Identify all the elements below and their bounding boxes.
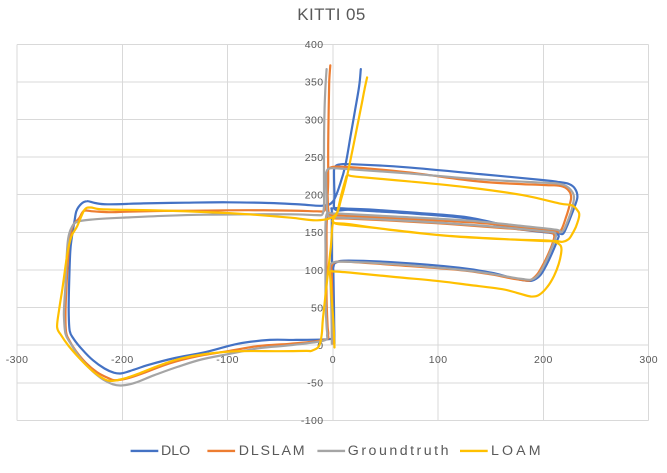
svg-text:300: 300 (305, 114, 324, 126)
svg-text:400: 400 (305, 39, 324, 51)
svg-text:-50: -50 (307, 378, 323, 390)
svg-text:150: 150 (305, 227, 324, 239)
svg-text:-300: -300 (6, 354, 29, 366)
svg-text:KITTI 05: KITTI 05 (297, 5, 365, 24)
svg-text:DLO: DLO (161, 443, 190, 459)
svg-text:200: 200 (305, 190, 324, 202)
svg-text:300: 300 (639, 354, 658, 366)
svg-text:250: 250 (305, 152, 324, 164)
svg-text:200: 200 (534, 354, 553, 366)
svg-text:100: 100 (429, 354, 448, 366)
svg-text:100: 100 (305, 265, 324, 277)
svg-text:-200: -200 (111, 354, 134, 366)
svg-text:DLSLAM: DLSLAM (239, 443, 307, 459)
svg-text:0: 0 (330, 354, 336, 366)
svg-text:-100: -100 (301, 415, 324, 427)
svg-text:50: 50 (311, 302, 323, 314)
svg-text:-100: -100 (216, 354, 239, 366)
svg-text:Groundtruth: Groundtruth (348, 443, 451, 459)
svg-text:350: 350 (305, 77, 324, 89)
svg-text:LOAM: LOAM (491, 443, 544, 459)
